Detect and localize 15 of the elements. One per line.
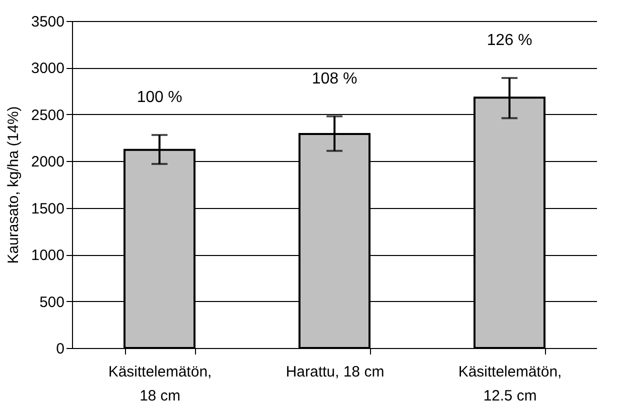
annotation: 108 % [312,70,358,88]
y-tick-label: 3000 [31,60,64,78]
y-axis-title: Kaurasato, kg/ha (14%) [5,106,22,264]
y-tick-label: 1500 [31,200,64,218]
y-tick-label: 0 [56,340,64,358]
y-tick-label: 1000 [31,247,64,264]
x-tick-label: Harattu, 18 cm [286,364,384,380]
y-tick-label: 500 [39,294,64,311]
y-tick-label: 2500 [31,106,64,124]
x-tick-label: Käsittelemätön, 12.5 cm [458,364,562,404]
x-tick-label: Käsittelemätön, 18 cm [108,364,212,404]
y-tick-label: 3500 [31,14,64,30]
annotation: 100 % [136,88,182,106]
annotation: 126 % [486,32,532,49]
y-tick-label: 2000 [31,154,64,171]
